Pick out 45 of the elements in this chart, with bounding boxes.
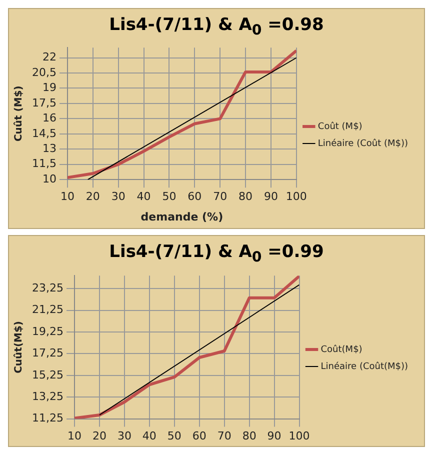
x-tick-label: 80	[242, 429, 256, 442]
y-tick-label: 13,25	[32, 390, 64, 403]
chart-title: Lis4-(7/11) & A$_{0}$ =0.99	[108, 241, 325, 266]
x-tick-label: 100	[286, 190, 307, 204]
y-tick-label: 20,5	[32, 66, 56, 80]
y-axis-title: Cuût(M$)	[14, 320, 25, 374]
y-tick-label: 17,25	[32, 346, 64, 360]
x-tick-label: 40	[136, 190, 151, 204]
y-tick-label: 19	[42, 81, 56, 94]
x-tick-label: 70	[217, 429, 232, 442]
x-tick-label: 20	[92, 429, 106, 442]
x-tick-label: 80	[238, 190, 253, 204]
x-tick-label: 70	[213, 190, 228, 204]
x-tick-label: 30	[117, 429, 132, 442]
x-tick-label: 90	[267, 429, 282, 442]
y-tick-label: 16	[42, 112, 56, 125]
x-tick-label: 10	[60, 190, 74, 204]
y-tick-label: 15,25	[32, 368, 64, 382]
x-tick-label: 60	[192, 429, 206, 442]
y-tick-label: 21,25	[32, 302, 64, 316]
x-tick-label: 100	[288, 429, 310, 442]
y-tick-label: 23,25	[32, 281, 64, 294]
y-tick-label: 13	[42, 142, 56, 156]
y-tick-label: 14,5	[32, 127, 56, 140]
y-tick-label: 17,5	[32, 96, 56, 110]
y-axis-title: Cuût (M$)	[14, 86, 25, 142]
x-tick-label: 10	[67, 429, 82, 442]
x-tick-label: 50	[162, 190, 176, 204]
x-tick-label: 30	[111, 190, 126, 204]
legend-label: Linéaire (Coût (M$))	[318, 138, 408, 150]
y-tick-label: 10	[42, 172, 56, 186]
x-axis-title: demande (%)	[140, 210, 224, 224]
x-tick-label: 60	[188, 190, 202, 204]
chart-title: Lis4-(7/11) & A$_{0}$ =0.98	[108, 14, 325, 38]
x-tick-label: 20	[86, 190, 100, 204]
x-tick-label: 40	[142, 429, 156, 442]
y-tick-label: 19,25	[32, 324, 64, 338]
legend-label: Coût (M$)	[318, 121, 362, 132]
legend-label: Coût(M$)	[320, 344, 362, 355]
legend-label: Linéaire (Coût(M$))	[320, 360, 408, 372]
y-tick-label: 11,25	[32, 411, 64, 424]
x-tick-label: 50	[167, 429, 182, 442]
y-tick-label: 11,5	[32, 158, 56, 171]
y-tick-label: 22	[42, 51, 56, 64]
x-tick-label: 90	[264, 190, 278, 204]
